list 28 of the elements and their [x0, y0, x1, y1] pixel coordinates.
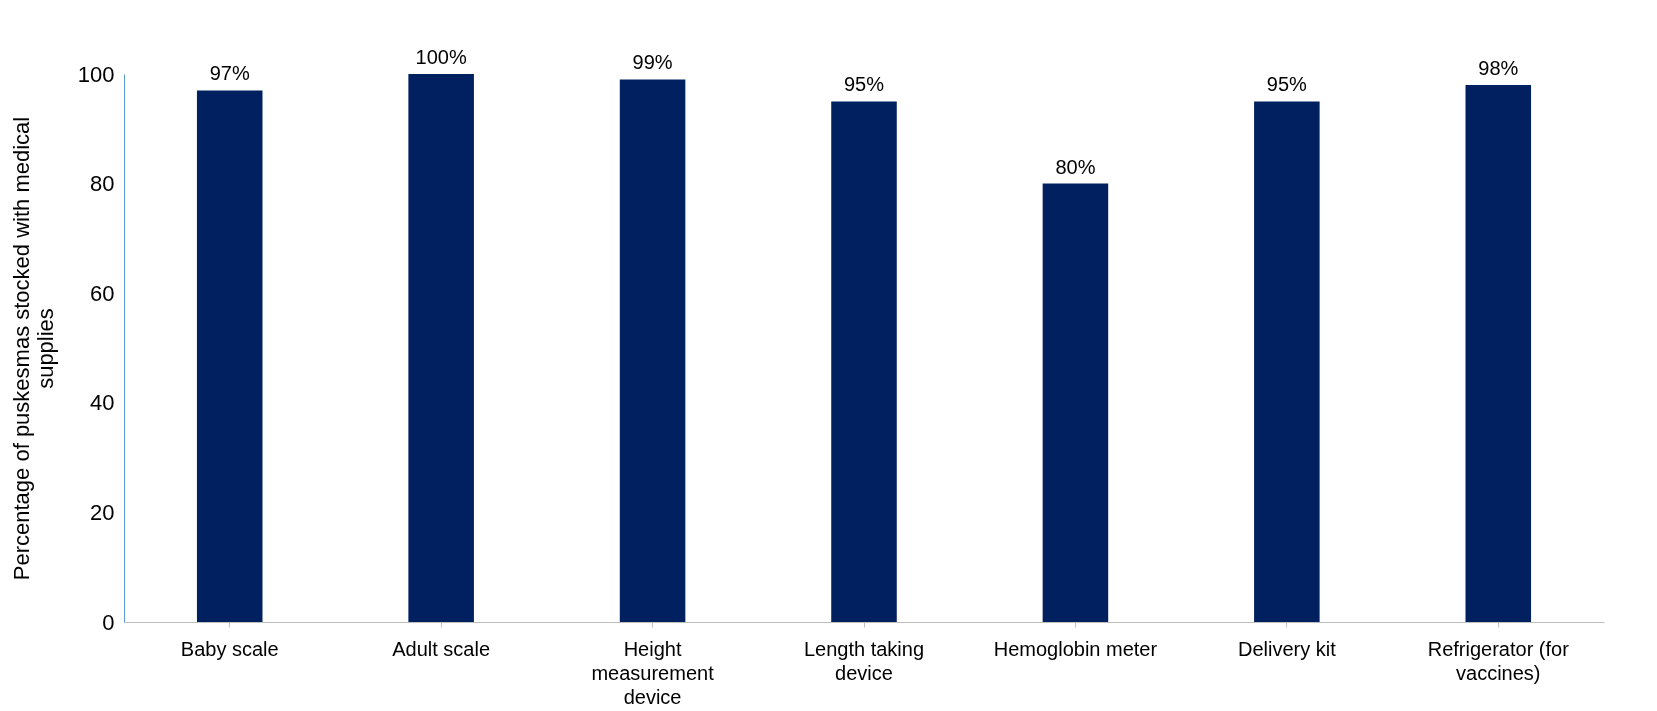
bar [196, 90, 263, 622]
data-label: 95% [843, 73, 885, 96]
bar [408, 74, 474, 622]
y-axis-title: Percentage of puskesmas stocked with medical supplies [8, 116, 58, 581]
x-tick-label: Length taking device [803, 637, 925, 684]
x-tick-label: Height measurement device [591, 637, 715, 708]
y-tick-label: 100 [77, 61, 115, 87]
data-label: 98% [1478, 56, 1519, 79]
data-label: 97% [209, 62, 250, 85]
data-label: 80% [1055, 155, 1096, 178]
y-tick-label: 20 [90, 499, 115, 525]
bar [1465, 84, 1532, 622]
x-tick-label: Adult scale [392, 637, 491, 660]
bar [831, 101, 897, 622]
x-tick-label: Refrigerator (for vaccines) [1427, 637, 1570, 684]
data-label: 99% [632, 51, 673, 74]
y-tick-label: 60 [90, 280, 115, 306]
x-tick-label: Hemoglobin meter [993, 637, 1158, 660]
bar [1042, 183, 1109, 622]
x-tick-label: Delivery kit [1237, 637, 1337, 660]
data-label: 95% [1266, 73, 1308, 96]
y-tick-label: 40 [90, 390, 115, 416]
y-tick-label: 0 [102, 609, 115, 635]
bar [619, 79, 686, 622]
x-tick-label: Baby scale [180, 637, 279, 660]
y-tick-label: 80 [90, 171, 115, 197]
data-label: 100% [415, 46, 467, 68]
bar [1254, 101, 1320, 622]
